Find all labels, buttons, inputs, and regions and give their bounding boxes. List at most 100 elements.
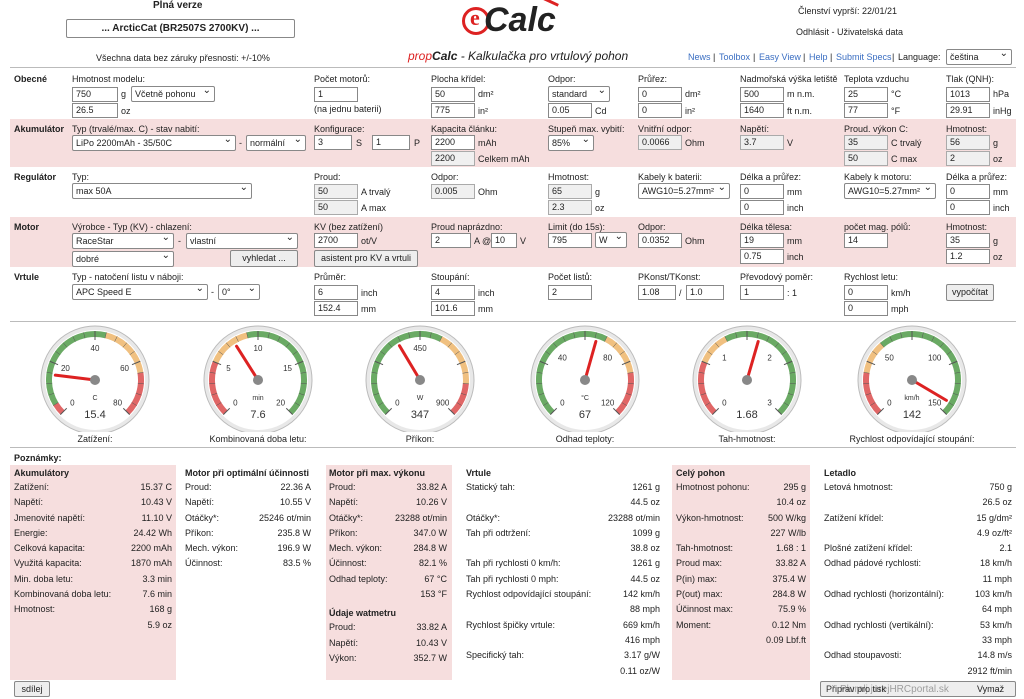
config-p-input[interactable]: 1 [372, 135, 410, 150]
temp-c-input[interactable]: 25 [844, 87, 888, 102]
print-button[interactable]: Připrav pro tisk [826, 684, 887, 694]
mot-len-mm-input[interactable]: 0 [946, 184, 990, 199]
result-row: 88 mph [466, 604, 660, 619]
tconst-input[interactable]: 1.0 [686, 285, 724, 300]
idle-v-input[interactable]: 10 [491, 233, 517, 248]
esc-mass-oz-input[interactable]: 2.3 [548, 200, 592, 215]
result-value: 347.0 W [413, 527, 447, 538]
motor-len-in-input[interactable]: 0.75 [740, 249, 784, 264]
esc-mass-g-input[interactable]: 65 [548, 184, 592, 199]
idle-label: Proud naprázdno: [431, 222, 503, 232]
pitch-in-input[interactable]: 4 [431, 285, 475, 300]
result-value: 24.42 Wh [133, 527, 172, 538]
mot-len-in-input[interactable]: 0 [946, 200, 990, 215]
motors-input[interactable]: 1 [314, 87, 358, 102]
esc-curr-max-input[interactable]: 50 [314, 200, 358, 215]
cross-dm-input[interactable]: 0 [638, 87, 682, 102]
disch-select[interactable]: 85% [548, 135, 594, 151]
gauge-dial: 0 40 80 120 °C 67 [530, 325, 640, 435]
mot-len-label: Délka a průřez: [946, 172, 1008, 182]
language-select[interactable]: čeština [946, 49, 1012, 65]
calculate-button[interactable]: vypočítat [946, 284, 994, 301]
motor-mass-label: Hmotnost: [946, 222, 988, 232]
kv-input[interactable]: 2700 [314, 233, 358, 248]
config-s-input[interactable]: 3 [314, 135, 352, 150]
motor-type-select[interactable]: vlastní [186, 233, 298, 249]
esc-type-select[interactable]: max 50A [72, 183, 252, 199]
result-value: 0.12 Nm [771, 619, 806, 630]
results-drive: Celý pohon Hmotnost pohonu: 295 g 10.4 oz Vý… [676, 468, 806, 650]
nav-easyview[interactable]: Easy View [759, 52, 801, 62]
gauge-tick: 80 [603, 353, 612, 362]
prop-angle-select[interactable]: 0° [218, 284, 260, 300]
result-row: Plošné zatížení křídel: 2.1 [824, 543, 1012, 558]
bat-len-in-input[interactable]: 0 [740, 200, 784, 215]
motor-len-mm-input[interactable]: 19 [740, 233, 784, 248]
mass-oz-input[interactable]: 26.5 [72, 103, 118, 118]
motor-maker-label: Výrobce - Typ (KV) - chlazení: [72, 222, 192, 232]
nav-submit[interactable]: Submit Specs [836, 52, 892, 62]
wing-dm-input[interactable]: 50 [431, 87, 475, 102]
gauge-tick: 10 [254, 344, 263, 353]
motor-maker-select[interactable]: RaceStar [72, 233, 174, 249]
result-key: Tah-hmotnost: [676, 543, 734, 554]
drag-mode-select[interactable]: standard [548, 86, 610, 102]
motor-res-input[interactable]: 0.0352 [638, 233, 682, 248]
cross-in-input[interactable]: 0 [638, 103, 682, 118]
bat-mass-g-output: 56 [946, 135, 990, 150]
result-key: Výkon: [329, 652, 357, 663]
press-hpa-input[interactable]: 1013 [946, 87, 990, 102]
result-row: 10.4 oz [676, 497, 806, 512]
motor-mass-g-input[interactable]: 35 [946, 233, 990, 248]
mass-g-input[interactable]: 750 [72, 87, 118, 102]
esc-curr-cont-input[interactable]: 50 [314, 184, 358, 199]
speed-kmh-input[interactable]: 0 [844, 285, 888, 300]
blades-input[interactable]: 2 [548, 285, 592, 300]
kv-assistant-button[interactable]: asistent pro KV a vrtuli [314, 250, 418, 267]
bat-cable-select[interactable]: AWG10=5.27mm² [638, 183, 730, 199]
motor-cooling-select[interactable]: dobré [72, 251, 174, 267]
prop-type-select[interactable]: APC Speed E [72, 284, 208, 300]
clear-button[interactable]: Vymaž [977, 684, 1005, 694]
temp-f-input[interactable]: 77 [844, 103, 888, 118]
motor-search-button[interactable]: vyhledat ... [230, 250, 298, 267]
bat-type-select[interactable]: LiPo 2200mAh - 35/50C [72, 135, 236, 151]
share-button[interactable]: sdílej [14, 681, 50, 697]
gauge-dial: 0 50 100 150 km/h 142 [857, 325, 967, 435]
limit-input[interactable]: 795 [548, 233, 592, 248]
dia-in-input[interactable]: 6 [314, 285, 358, 300]
wing-in-input[interactable]: 775 [431, 103, 475, 118]
mot-cable-select[interactable]: AWG10=5.27mm² [844, 183, 936, 199]
bat-mass-label: Hmotnost: [946, 124, 988, 134]
pitch-mm-input[interactable]: 101.6 [431, 301, 475, 316]
alt-ft-input[interactable]: 1640 [740, 103, 784, 118]
drag-cd-input[interactable]: 0.05 [548, 103, 592, 118]
nav-help[interactable]: Help [809, 52, 828, 62]
result-row: 153 °F [329, 589, 447, 604]
account-links[interactable]: Odhlásit - Uživatelská data [796, 27, 904, 37]
result-value: 2.1 [999, 543, 1012, 554]
bat-curr-cont-output: 35 [844, 135, 888, 150]
result-value: 750 g [989, 482, 1012, 492]
nav-news[interactable]: News [688, 52, 711, 62]
dia-mm-input[interactable]: 152.4 [314, 301, 358, 316]
esc-res-input[interactable]: 0.005 [431, 184, 475, 199]
limit-unit-select[interactable]: W [595, 232, 627, 248]
gear-input[interactable]: 1 [740, 285, 784, 300]
bat-len-mm-input[interactable]: 0 [740, 184, 784, 199]
motor-mass-oz-input[interactable]: 1.2 [946, 249, 990, 264]
press-inhg-input[interactable]: 29.91 [946, 103, 990, 118]
alt-m-input[interactable]: 500 [740, 87, 784, 102]
nav-toolbox[interactable]: Toolbox [719, 52, 751, 62]
model-select-button[interactable]: ... ArcticCat (BR2507S 2700KV) ... [66, 19, 295, 38]
result-key: Mech. výkon: [185, 543, 239, 554]
result-key: Odhad teploty: [329, 573, 388, 584]
idle-a-input[interactable]: 2 [431, 233, 471, 248]
pconst-input[interactable]: 1.08 [638, 285, 676, 300]
bat-charge-select[interactable]: normální [246, 135, 306, 151]
mass-mode-select[interactable]: Včetně pohonu [131, 86, 215, 102]
cap-input[interactable]: 2200 [431, 135, 475, 150]
speed-mph-input[interactable]: 0 [844, 301, 888, 316]
poles-input[interactable]: 14 [844, 233, 888, 248]
print-clear-buttons[interactable] [820, 681, 1016, 697]
